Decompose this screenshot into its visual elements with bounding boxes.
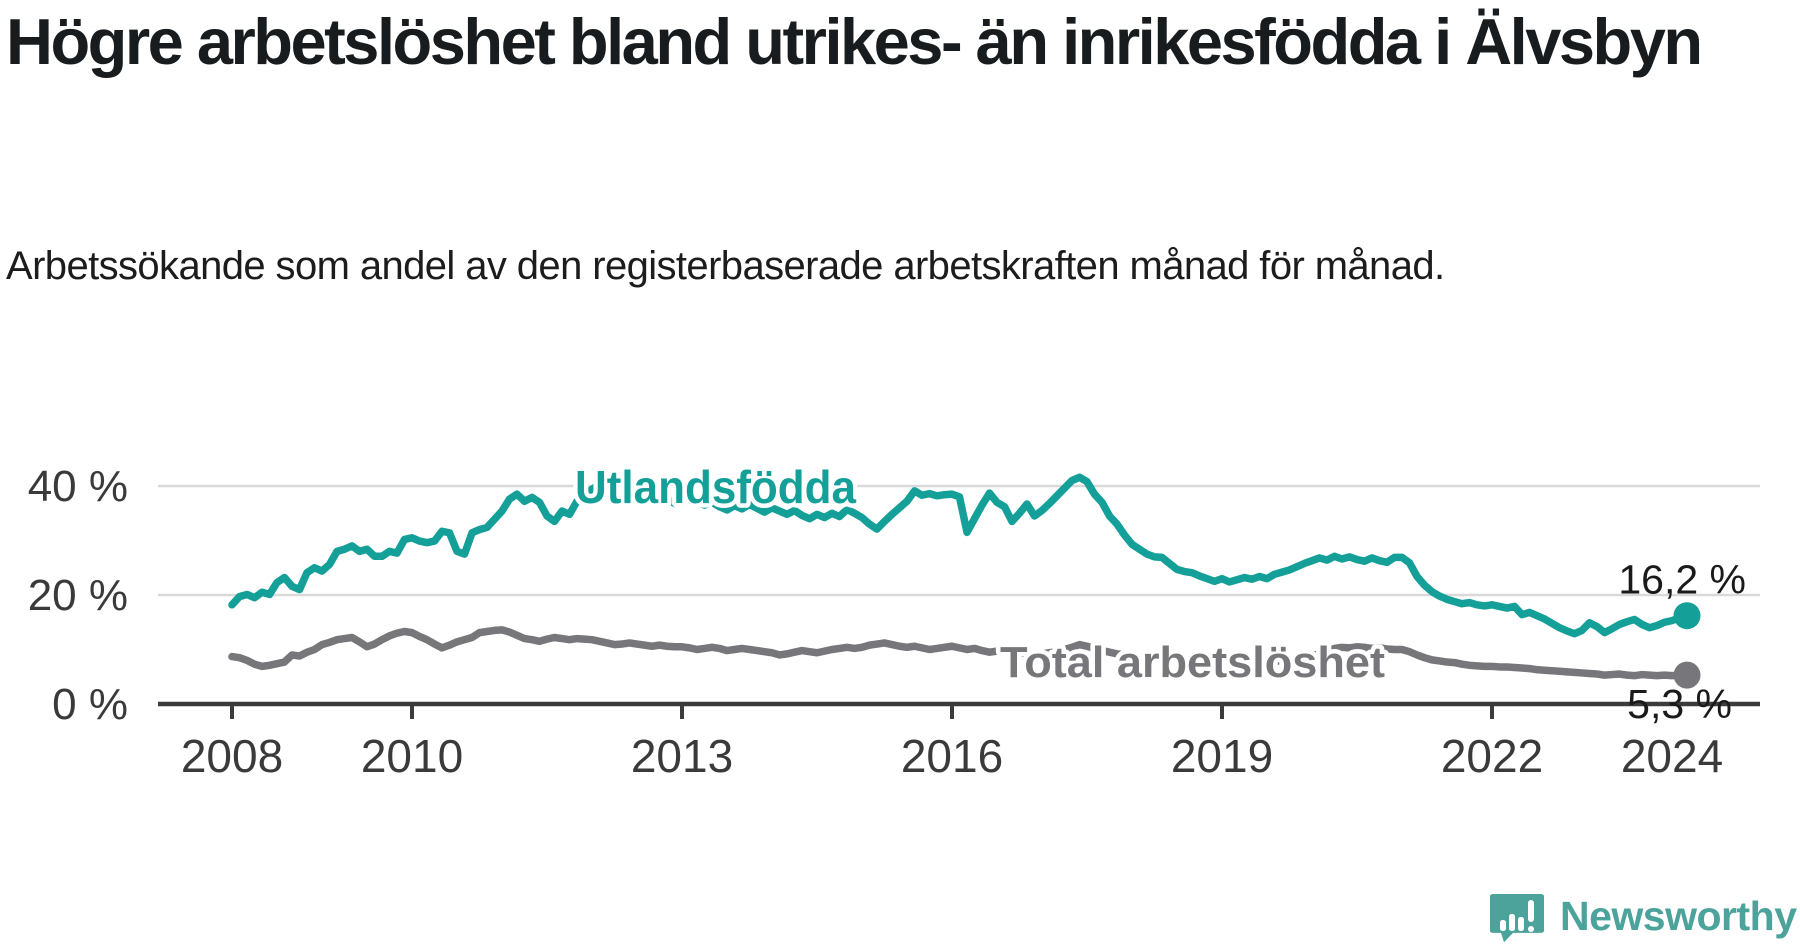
x-tick-label-2010: 2010	[361, 730, 463, 782]
x-tick-label-2013: 2013	[631, 730, 733, 782]
line-chart-canvas: Total arbetslöshet Utlandsfödda 2008 2010 20…	[28, 457, 1760, 782]
newsworthy-logo-icon	[1490, 878, 1546, 948]
y-tick-label-40: 40 %	[28, 462, 128, 511]
page-subtitle: Arbetssökande som andel av den registerb…	[6, 244, 1445, 288]
brand-name: Newsworthy	[1560, 893, 1797, 939]
series-end-dot-total	[1673, 661, 1701, 689]
line-chart: Total arbetslöshet Utlandsfödda 2008 2010 20…	[0, 380, 1800, 800]
series-end-value-total: 5,3 %	[1627, 681, 1732, 727]
series-line-total	[228, 626, 1691, 680]
brand-footer: Newsworthy	[1490, 886, 1797, 946]
series-label-total: Total arbetslöshet	[1000, 638, 1385, 687]
x-tick-label-2008: 2008	[181, 730, 283, 782]
y-tick-label-20: 20 %	[28, 571, 128, 620]
x-tick-label-2019: 2019	[1171, 730, 1273, 782]
series-end-dot-utlandsfodda	[1673, 602, 1701, 630]
x-tick-label-2016: 2016	[901, 730, 1003, 782]
x-tick-label-2022: 2022	[1441, 730, 1543, 782]
x-tick-label-2024: 2024	[1621, 730, 1723, 782]
series-line-utlandsfodda	[228, 473, 1691, 638]
series-label-utlandsfodda: Utlandsfödda	[575, 461, 856, 513]
series-end-value-utlandsfodda: 16,2 %	[1618, 557, 1746, 603]
page-title: Högre arbetslöshet bland utrikes- än inr…	[6, 5, 1703, 78]
y-tick-label-0: 0 %	[52, 680, 128, 729]
